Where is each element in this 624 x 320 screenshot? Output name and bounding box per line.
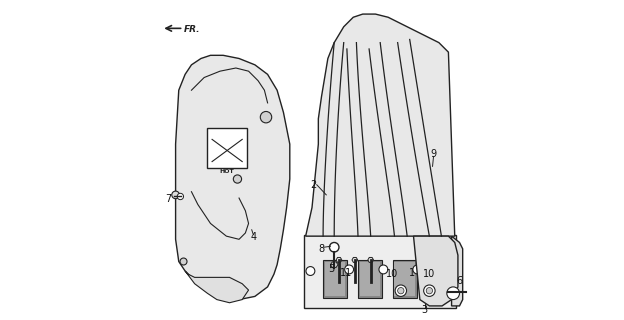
Circle shape: [344, 265, 354, 274]
Polygon shape: [330, 262, 338, 268]
Polygon shape: [336, 258, 342, 262]
Polygon shape: [175, 55, 290, 300]
Text: 11: 11: [340, 268, 353, 278]
Bar: [323, 260, 347, 298]
Text: 4: 4: [250, 232, 256, 242]
FancyBboxPatch shape: [304, 235, 456, 308]
Text: FR.: FR.: [183, 25, 200, 35]
Circle shape: [426, 288, 432, 294]
Polygon shape: [414, 236, 458, 306]
Circle shape: [395, 285, 406, 296]
Text: 8: 8: [318, 244, 324, 254]
Text: 10: 10: [386, 268, 398, 279]
Text: 5: 5: [328, 264, 334, 275]
FancyBboxPatch shape: [207, 128, 247, 168]
Bar: [359, 261, 380, 296]
Text: 1: 1: [409, 268, 415, 278]
Circle shape: [449, 288, 457, 296]
Text: 3: 3: [422, 305, 427, 315]
Text: 7: 7: [165, 194, 172, 204]
Polygon shape: [352, 258, 358, 262]
Circle shape: [444, 268, 453, 277]
Circle shape: [233, 175, 241, 183]
Circle shape: [172, 191, 180, 199]
Bar: [358, 260, 382, 298]
Polygon shape: [306, 14, 455, 236]
Polygon shape: [452, 236, 462, 306]
Circle shape: [177, 193, 183, 200]
Circle shape: [413, 265, 422, 274]
Bar: [393, 260, 417, 298]
Circle shape: [397, 288, 404, 294]
Text: 9: 9: [431, 149, 437, 159]
Text: 6: 6: [456, 276, 462, 285]
Circle shape: [180, 258, 187, 265]
Text: HOT: HOT: [220, 169, 234, 174]
Circle shape: [379, 265, 388, 274]
Circle shape: [424, 285, 435, 296]
Bar: [394, 261, 415, 296]
Polygon shape: [185, 271, 248, 303]
Circle shape: [260, 111, 271, 123]
Circle shape: [306, 267, 315, 276]
Circle shape: [447, 287, 459, 300]
Text: 2: 2: [311, 180, 317, 190]
Bar: [324, 261, 345, 296]
Text: 10: 10: [423, 268, 436, 279]
Circle shape: [329, 243, 339, 252]
Polygon shape: [368, 258, 374, 262]
